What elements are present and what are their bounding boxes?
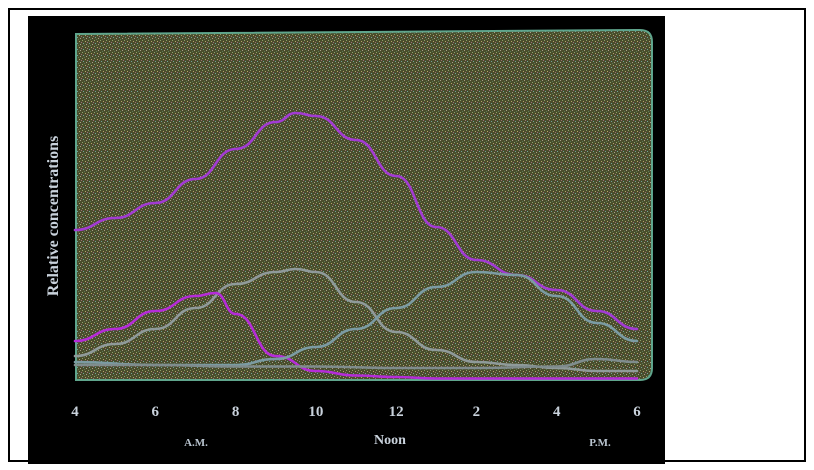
am-label: A.M. <box>184 437 208 449</box>
x-tick-label: 10 <box>308 404 323 420</box>
pm-label: P.M. <box>589 437 611 449</box>
line-chart: Relative concentrations 4 6 8 10 12 2 4 6 A.M. … <box>45 28 653 449</box>
series-line-4 <box>73 270 639 367</box>
noon-label: Noon <box>374 433 406 448</box>
chart-panel: Relative concentrations 4 6 8 10 12 2 4 6 A.M. … <box>28 16 665 464</box>
x-tick-label: 8 <box>232 404 240 420</box>
series-line-3 <box>73 291 639 380</box>
x-tick-label: 4 <box>553 404 561 420</box>
x-tick-label: 2 <box>473 404 481 420</box>
x-tick-label: 6 <box>633 404 641 420</box>
x-tick-label: 4 <box>71 404 79 420</box>
series-line-5 <box>73 357 639 370</box>
x-tick-label: 6 <box>152 404 160 420</box>
y-axis-label: Relative concentrations <box>45 136 62 296</box>
series-layer <box>73 111 639 380</box>
x-tick-label: 12 <box>389 404 404 420</box>
x-axis-ticks: 4 6 8 10 12 2 4 6 <box>71 404 641 420</box>
